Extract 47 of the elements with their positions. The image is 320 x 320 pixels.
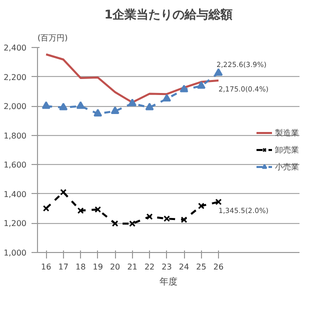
point <box>94 108 102 116</box>
x-tick-label: 19 <box>92 262 103 272</box>
point <box>146 213 153 220</box>
point <box>76 101 85 109</box>
point <box>197 81 206 89</box>
point <box>198 202 204 210</box>
x-tick-label: 26 <box>213 262 224 272</box>
y-tick-label: 2,000 <box>4 102 27 112</box>
point <box>112 220 118 227</box>
legend-label: 製造業 <box>275 127 299 138</box>
y-tick-label: 1,800 <box>4 131 27 140</box>
point <box>60 188 67 196</box>
point <box>129 220 136 227</box>
y-axis-title: (百万円) <box>38 34 68 42</box>
point <box>42 101 50 109</box>
y-tick-label: 1,200 <box>4 219 27 228</box>
point <box>164 215 170 222</box>
point <box>162 94 172 102</box>
y-tick-label: 1,600 <box>4 160 27 170</box>
legend-label: 小売業 <box>275 161 299 172</box>
point <box>145 102 154 110</box>
x-tick-label: 24 <box>178 262 190 272</box>
point <box>110 106 120 114</box>
x-tick-label: 22 <box>144 262 155 272</box>
point <box>59 102 68 110</box>
y-tick-label: 2,400 <box>4 44 27 52</box>
point <box>215 198 222 206</box>
point <box>42 205 50 212</box>
x-axis-title: 年度 <box>160 276 178 288</box>
x-tick-label: 23 <box>162 262 172 272</box>
point <box>214 68 223 76</box>
x-tick-label: 25 <box>196 262 206 272</box>
point <box>77 207 84 214</box>
legend-label: 卸売業 <box>275 144 299 155</box>
point <box>180 84 188 92</box>
x-tick-label: 18 <box>76 262 86 272</box>
point <box>94 206 102 213</box>
point <box>180 216 188 223</box>
x-tick-label: 16 <box>41 262 52 272</box>
x-tick-label: 21 <box>127 262 138 272</box>
x-tick-label: 20 <box>110 262 120 272</box>
y-tick-label: 1,000 <box>4 248 27 258</box>
point <box>128 98 137 106</box>
y-tick-label: 2,200 <box>4 72 27 82</box>
chart-title: 1企業当たりの給与総額 <box>104 8 233 22</box>
y-tick-label: 1,400 <box>4 190 27 199</box>
x-tick-label: 17 <box>58 262 68 272</box>
